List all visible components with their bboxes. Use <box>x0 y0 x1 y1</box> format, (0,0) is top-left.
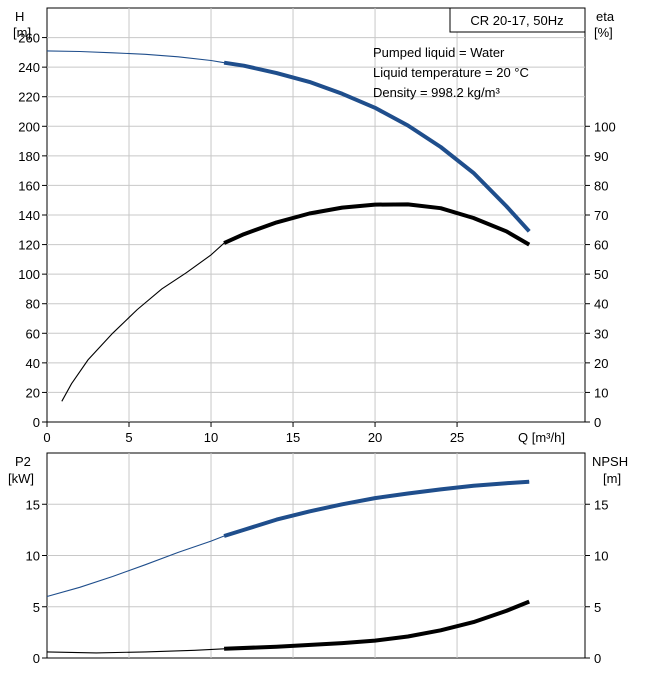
top-y-right-tick-label: 80 <box>594 178 608 193</box>
title-box <box>449 7 586 33</box>
top-series-1-line <box>61 203 530 402</box>
bottom-grid <box>47 453 585 658</box>
top-y-left-tick-label: 80 <box>26 297 40 312</box>
bottom-y-right-label-line1: NPSH <box>592 454 628 469</box>
bottom-y-left-tick-label: 10 <box>26 549 40 564</box>
top-y-right-tick-label: 10 <box>594 385 608 400</box>
top-y-left-tick-label: 100 <box>18 267 40 282</box>
top-y-right-tick-label: 90 <box>594 149 608 164</box>
x-tick-label: 15 <box>286 430 300 445</box>
top-y-right-tick-label: 0 <box>594 415 601 430</box>
top-series-1-operating-range <box>223 202 531 247</box>
top-y-right-tick-label: 30 <box>594 326 608 341</box>
bottom-y-left-tick-label: 0 <box>33 651 40 666</box>
top-y-left-tick-label: 220 <box>18 90 40 105</box>
top-y-right-tick-label: 100 <box>594 119 616 134</box>
x-tick-label: 10 <box>204 430 218 445</box>
bottom-y-left-label-line1: P2 <box>15 454 31 469</box>
bottom-y-right-tick-label: 10 <box>594 549 608 564</box>
top-y-left-tick-label: 200 <box>18 119 40 134</box>
bottom-y-right-tick-label: 0 <box>594 651 601 666</box>
bottom-y-right-tick-label: 15 <box>594 497 608 512</box>
bottom-y-left-tick-label: 5 <box>33 600 40 615</box>
top-y-right-label-line2: [%] <box>594 25 613 40</box>
x-tick-label: 20 <box>368 430 382 445</box>
top-y-left-tick-label: 0 <box>33 415 40 430</box>
top-y-right-label-line1: eta <box>596 9 615 24</box>
x-tick-label: 5 <box>125 430 132 445</box>
top-y-left-tick-label: 40 <box>26 356 40 371</box>
x-tick-label: 25 <box>450 430 464 445</box>
bottom-series-0-operating-range <box>223 479 530 538</box>
bottom-series <box>46 479 530 654</box>
top-y-right-tick-label: 50 <box>594 267 608 282</box>
bottom-ticks: 0 5 10 15 0 5 10 15 <box>26 497 609 666</box>
note-liquid-temperature: Liquid temperature = 20 °C <box>373 65 529 80</box>
top-y-left-label-line1: H <box>15 9 24 24</box>
top-y-left-tick-label: 160 <box>18 178 40 193</box>
top-series <box>46 50 531 402</box>
bottom-y-right-label-line2: [m] <box>603 471 621 486</box>
bottom-y-left-label-line2: [kW] <box>8 471 34 486</box>
top-y-left-tick-label: 180 <box>18 149 40 164</box>
top-y-left-label-line2: [m] <box>13 25 31 40</box>
top-y-left-tick-label: 140 <box>18 208 40 223</box>
top-y-left-tick-label: 240 <box>18 60 40 75</box>
top-y-right-tick-label: 60 <box>594 238 608 253</box>
top-y-right-tick-label: 20 <box>594 356 608 371</box>
x-axis-label: Q [m³/h] <box>518 430 565 445</box>
top-grid <box>47 8 585 422</box>
top-y-left-tick-label: 60 <box>26 326 40 341</box>
top-ticks: 0204060801001201401601802002202402600102… <box>18 31 615 445</box>
bottom-y-right-tick-label: 5 <box>594 600 601 615</box>
note-pumped-liquid: Pumped liquid = Water <box>373 45 505 60</box>
top-y-left-tick-label: 260 <box>18 31 40 46</box>
top-y-right-tick-label: 40 <box>594 297 608 312</box>
x-tick-label: 0 <box>43 430 50 445</box>
top-y-left-tick-label: 120 <box>18 238 40 253</box>
top-series-0-operating-range <box>223 60 531 233</box>
bottom-series-1-operating-range <box>224 599 530 651</box>
top-y-right-tick-label: 70 <box>594 208 608 223</box>
bottom-y-left-tick-label: 15 <box>26 497 40 512</box>
top-y-left-tick-label: 20 <box>26 385 40 400</box>
chart-title: CR 20-17, 50Hz <box>470 13 563 28</box>
note-density: Density = 998.2 kg/m³ <box>373 85 500 100</box>
